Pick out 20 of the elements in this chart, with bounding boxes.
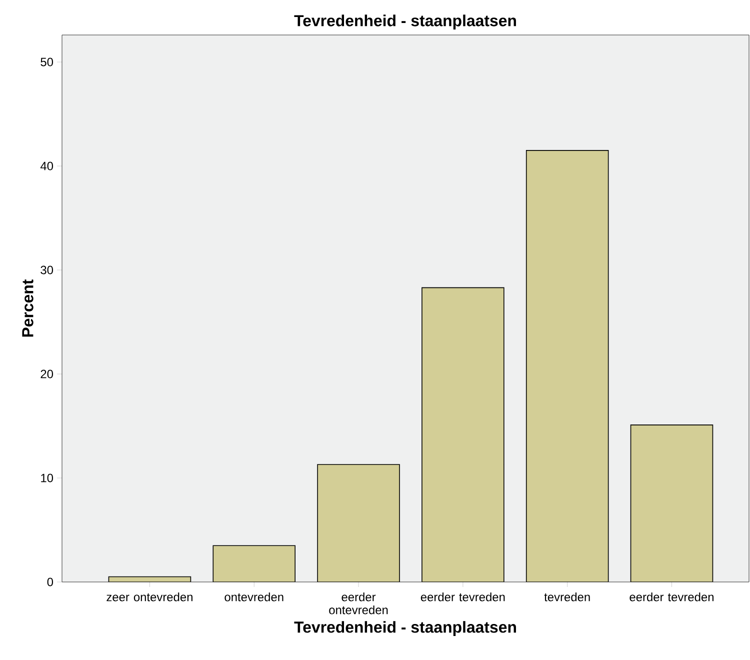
bar (213, 546, 296, 582)
x-tick-label: ontevreden (224, 592, 284, 602)
y-tick-label: 10 (41, 474, 54, 482)
bar (422, 288, 504, 582)
y-tick-label: 30 (40, 266, 54, 274)
chart-title: Tevredenheid - staanplaatsen (294, 14, 516, 30)
x-tick-label: eerder tevreden (630, 592, 714, 602)
x-axis-title: Tevredenheid - staanplaatsen (294, 621, 516, 636)
x-tick-label: zeer ontevreden (106, 592, 192, 602)
bar (318, 464, 400, 582)
y-axis-title: Percent (22, 279, 34, 337)
y-tick-label: 20 (40, 370, 54, 378)
bar (630, 424, 714, 582)
x-tick-label: tevreden (544, 592, 590, 602)
y-tick-label: 50 (40, 58, 54, 66)
x-tick-label: eerder tevreden (420, 592, 505, 602)
bar (526, 150, 608, 582)
x-tick-label: eerder ontevreden (329, 592, 388, 614)
y-tick-label: 0 (47, 578, 54, 586)
y-tick-label: 40 (40, 162, 54, 170)
